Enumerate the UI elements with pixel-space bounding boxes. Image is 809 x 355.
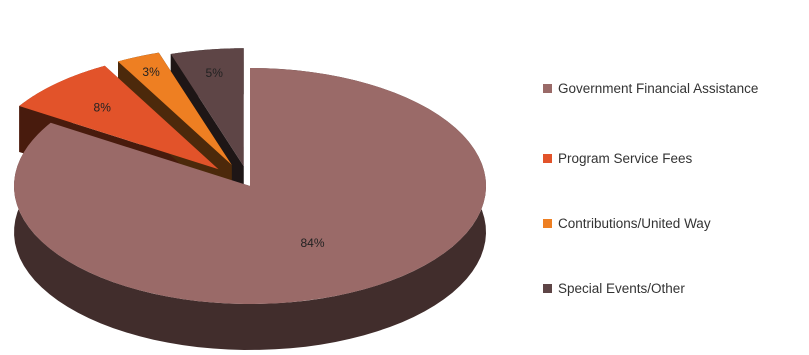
pie-slice-contributions-united-way [118,52,232,165]
legend-label: Program Service Fees [558,150,693,166]
slice-data-label: 5% [206,66,224,80]
legend-label: Special Events/Other [558,280,685,296]
legend-label: Contributions/United Way [558,215,711,231]
pie-slice-government-financial-assistance [13,68,486,304]
slice-data-label: 8% [94,100,112,114]
pie-slice-program-service-fees [19,65,219,170]
legend-item-government-financial-assistance: Government Financial Assistance [543,78,758,98]
legend-item-special-events-other: Special Events/Other [543,278,685,298]
legend-swatch [543,153,552,163]
pie-slice-labels: 84% 8% 5% 3% [94,65,325,250]
pie-slice-tops [13,48,486,304]
slice-data-label: 3% [142,65,160,79]
legend-item-contributions-united-way: Contributions/United Way [543,213,711,233]
legend-item-program-service-fees: Program Service Fees [543,148,692,168]
legend-swatch [543,83,552,93]
pie-slice-special-events-other [170,48,244,167]
legend-swatch [543,283,552,293]
legend-label: Government Financial Assistance [558,80,759,96]
slice-data-label: 84% [300,236,324,250]
legend-swatch [543,218,552,228]
